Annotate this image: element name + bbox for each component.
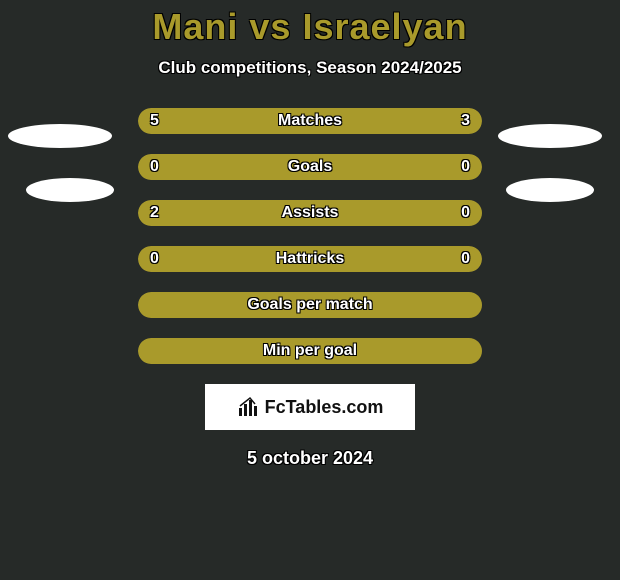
stat-row: Goals per match (138, 292, 482, 318)
stat-row: Assists20 (138, 200, 482, 226)
bar-left (138, 200, 482, 226)
page-title: Mani vs Israelyan (0, 0, 620, 48)
brand-badge: FcTables.com (205, 384, 415, 430)
bar-left (138, 246, 310, 272)
photo-ellipse (498, 124, 602, 148)
bar-right (310, 154, 482, 180)
bar-left (138, 338, 482, 364)
stat-row: Goals00 (138, 154, 482, 180)
stat-row: Hattricks00 (138, 246, 482, 272)
photo-ellipse (506, 178, 594, 202)
bar-right (310, 246, 482, 272)
date: 5 october 2024 (0, 448, 620, 469)
brand-label: FcTables.com (265, 397, 384, 418)
brand-chart-icon (237, 396, 259, 418)
bar-left (138, 154, 310, 180)
subtitle: Club competitions, Season 2024/2025 (0, 58, 620, 78)
stat-row: Matches53 (138, 108, 482, 134)
stat-row: Min per goal (138, 338, 482, 364)
photo-ellipse (8, 124, 112, 148)
bar-left (138, 108, 353, 134)
photo-ellipse (26, 178, 114, 202)
bar-right (353, 108, 482, 134)
bar-left (138, 292, 482, 318)
